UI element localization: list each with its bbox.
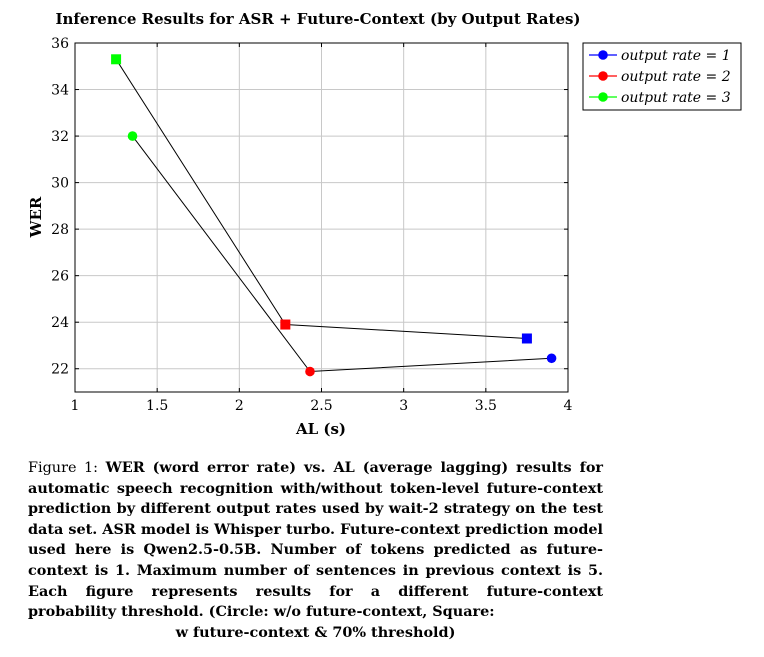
chart: Inference Results for ASR + Future-Conte… xyxy=(27,10,742,438)
y-tick-label: 32 xyxy=(51,129,69,145)
x-tick-label: 3.5 xyxy=(475,398,497,414)
y-tick-label: 34 xyxy=(51,83,69,99)
x-tick-label: 2 xyxy=(235,398,244,414)
legend-marker-rate-3 xyxy=(598,92,608,102)
figure-caption: Figure 1: WER (word error rate) vs. AL (… xyxy=(28,458,603,642)
caption-last-line: w future-context & 70% threshold) xyxy=(175,623,456,641)
y-tick-label: 30 xyxy=(51,176,69,192)
legend-label-rate-3: output rate = 3 xyxy=(621,90,731,106)
caption-lead: Figure 1: xyxy=(28,460,99,476)
x-tick-label: 4 xyxy=(564,398,573,414)
square-point-rate-1 xyxy=(521,333,532,344)
legend-label-rate-2: output rate = 2 xyxy=(621,69,731,85)
legend-marker-rate-2 xyxy=(598,71,608,81)
caption-body: WER (word error rate) vs. AL (average la… xyxy=(28,459,604,621)
y-axis-label: WER xyxy=(27,196,45,238)
circle-point-rate-3 xyxy=(127,131,138,141)
circle-point-rate-1 xyxy=(546,353,557,364)
x-tick-label: 1.5 xyxy=(146,398,168,414)
y-tick-label: 26 xyxy=(51,269,69,285)
y-tick-label: 36 xyxy=(51,36,69,52)
y-tick-label: 24 xyxy=(51,315,69,331)
x-tick-label: 1 xyxy=(71,398,80,414)
data-points xyxy=(111,54,557,377)
legend: output rate = 1 output rate = 2 output rat… xyxy=(582,42,742,111)
y-tick-label: 22 xyxy=(51,362,69,378)
square-point-rate-3 xyxy=(111,54,122,65)
legend-label-rate-1: output rate = 1 xyxy=(621,48,731,64)
x-tick-label: 3 xyxy=(399,398,408,414)
circle-point-rate-2 xyxy=(305,366,315,377)
x-tick-label: 2.5 xyxy=(310,398,332,414)
y-tick-label: 28 xyxy=(51,222,69,238)
legend-marker-rate-1 xyxy=(598,50,608,60)
y-ticks: 22 24 26 28 30 32 34 36 xyxy=(51,36,568,378)
x-ticks: 1 1.5 2 2.5 3 3.5 4 xyxy=(71,43,573,414)
square-point-rate-2 xyxy=(280,319,291,330)
grid xyxy=(75,43,568,392)
x-axis-label: AL (s) xyxy=(295,420,346,438)
chart-title: Inference Results for ASR + Future-Conte… xyxy=(55,10,580,28)
